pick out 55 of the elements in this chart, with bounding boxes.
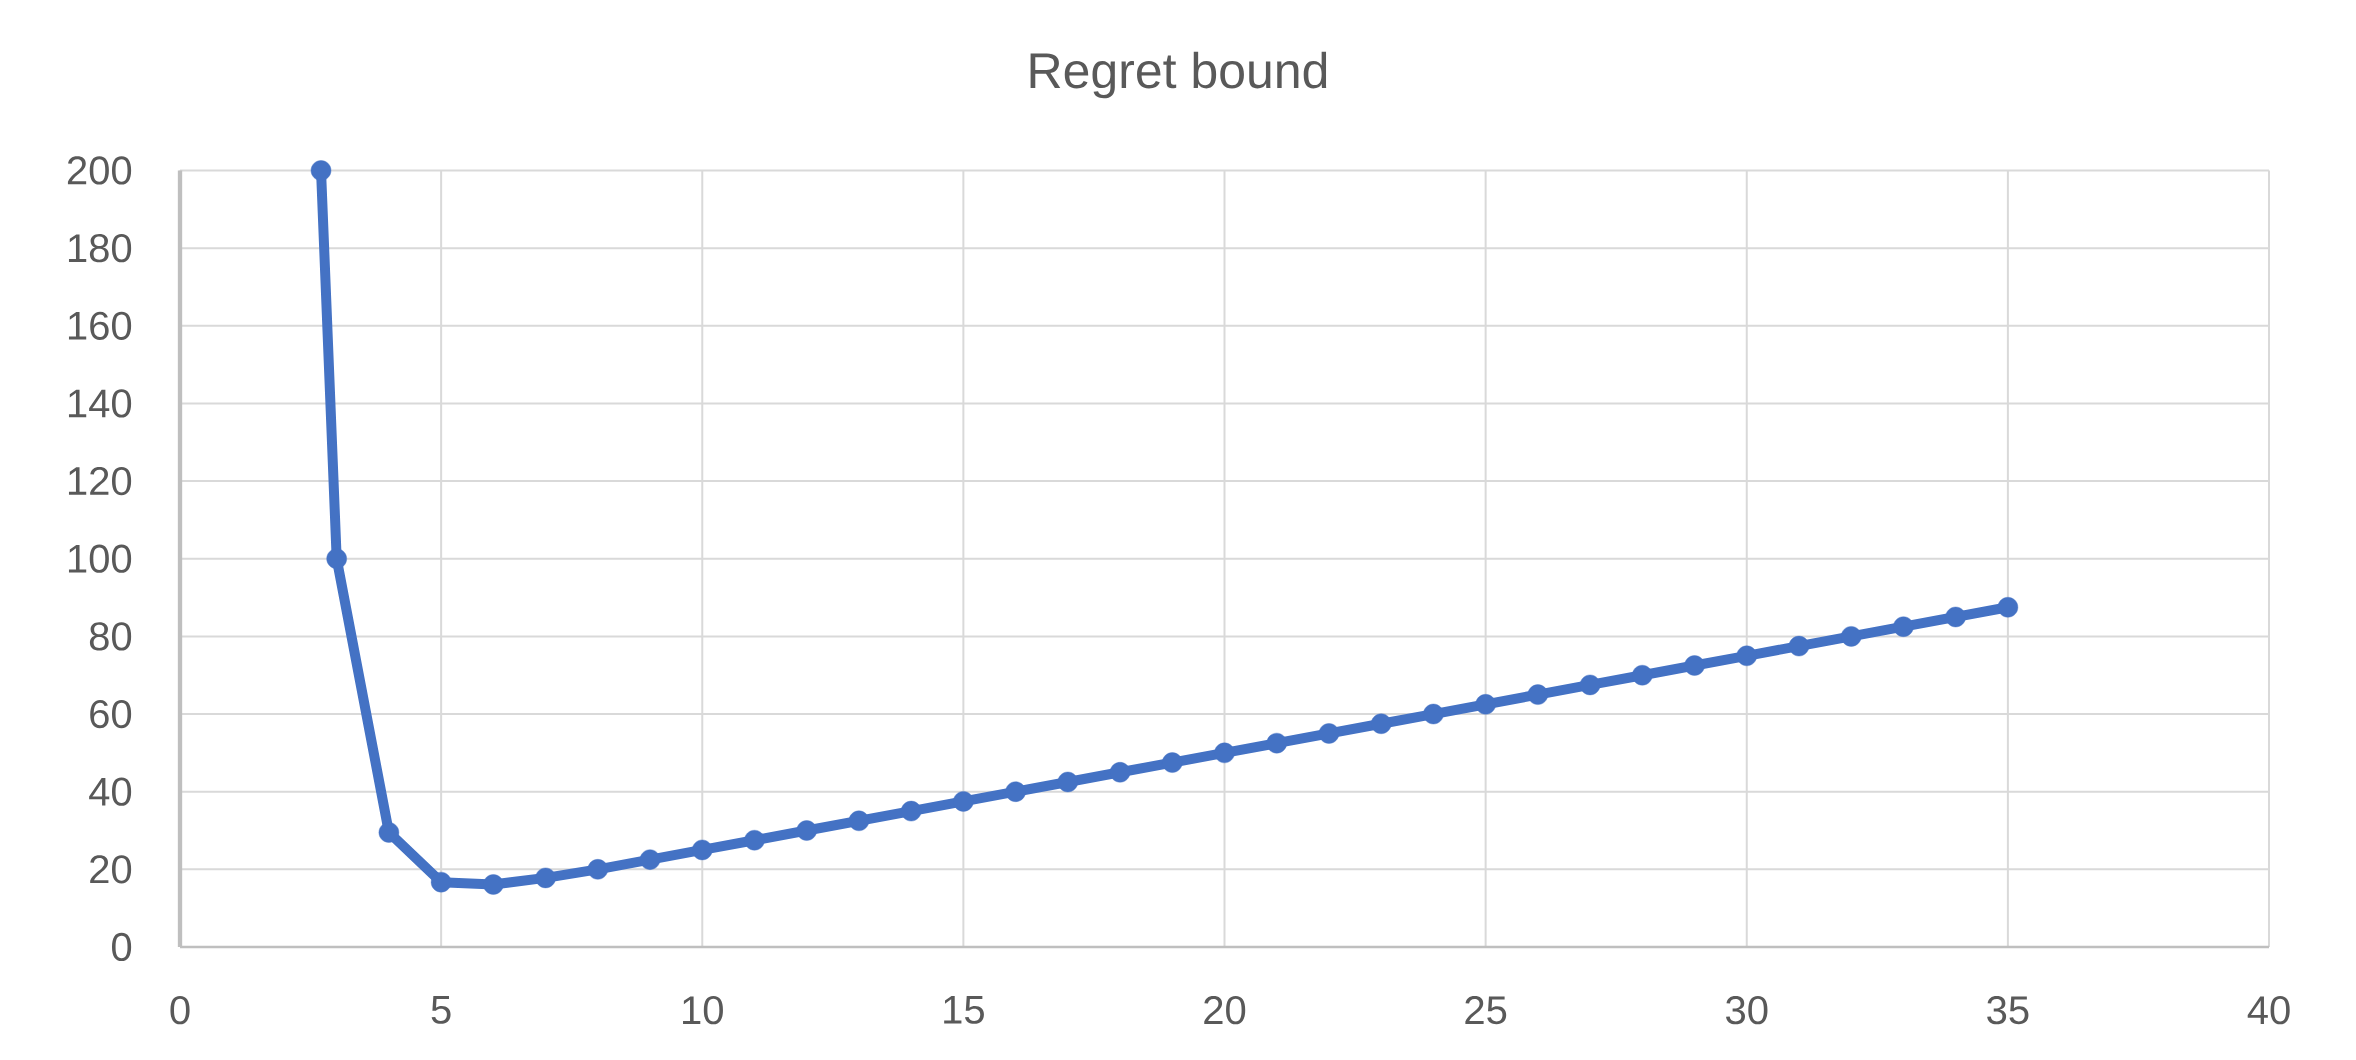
x-tick-label: 10 — [683, 996, 723, 1025]
x-tick-label: 0 — [170, 996, 190, 1025]
point — [692, 839, 713, 861]
point — [796, 820, 817, 841]
point — [1579, 674, 1601, 696]
point — [1736, 645, 1757, 666]
point — [535, 867, 556, 889]
point — [1057, 771, 1079, 793]
point — [1370, 713, 1392, 734]
y-tick-label: 0 — [112, 932, 132, 962]
point — [1841, 626, 1862, 647]
y-tick-label: 140 — [68, 389, 132, 418]
x-tick-label: 35 — [1987, 996, 2029, 1025]
x-tick-label: 20 — [1204, 996, 1246, 1025]
point — [1527, 684, 1549, 705]
point — [1997, 597, 2019, 618]
y-tick-label: 40 — [89, 777, 132, 806]
point — [1945, 606, 1966, 628]
point — [1684, 655, 1705, 676]
point — [483, 874, 504, 895]
point — [326, 548, 347, 569]
point — [1632, 665, 1653, 686]
point — [1005, 781, 1026, 802]
chart-title: Regret bound — [1030, 51, 1327, 99]
x-tick-label: 30 — [1726, 996, 1768, 1025]
point — [1318, 723, 1340, 744]
point — [1788, 635, 1810, 657]
point — [1266, 732, 1287, 754]
y-tick-label: 60 — [90, 699, 132, 729]
y-tick-label: 200 — [67, 156, 132, 185]
x-tick-label: 40 — [2247, 996, 2290, 1025]
point — [587, 859, 609, 880]
x-tick-label: 25 — [1465, 996, 1507, 1025]
y-tick-label: 120 — [68, 466, 132, 496]
y-tick-label: 80 — [89, 622, 132, 651]
point — [1214, 742, 1235, 764]
point — [1423, 703, 1444, 725]
point — [1162, 752, 1183, 773]
point — [430, 871, 452, 893]
point — [848, 810, 870, 832]
point — [1475, 694, 1496, 715]
x-tick-label: 5 — [431, 996, 451, 1024]
point — [639, 849, 661, 870]
point — [378, 822, 400, 843]
y-tick-label: 180 — [68, 233, 132, 263]
point — [1893, 616, 1914, 637]
y-tick-label: 100 — [68, 544, 132, 573]
x-tick-label: 15 — [944, 996, 984, 1024]
point — [310, 160, 332, 181]
y-tick-label: 20 — [90, 855, 132, 884]
point — [900, 800, 922, 822]
point — [953, 791, 974, 812]
point — [744, 830, 765, 851]
y-tick-label: 160 — [68, 311, 132, 340]
point — [1109, 762, 1131, 783]
